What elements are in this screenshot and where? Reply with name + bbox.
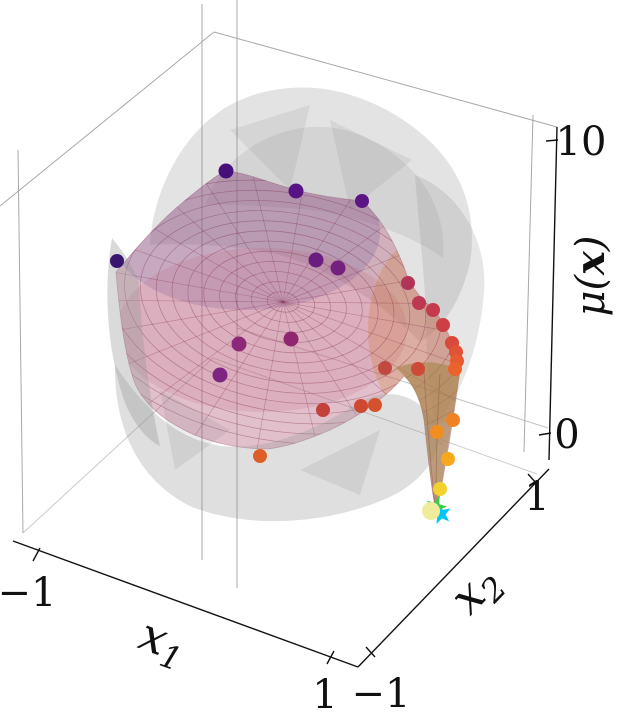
observation-point (446, 413, 460, 427)
mesh-spoke (282, 261, 460, 303)
observation-point (448, 362, 462, 376)
x2-ticklabel-neg1: −1 (352, 671, 411, 714)
bottom-pane-back-right (212, 357, 538, 475)
x1-axis-line (12, 540, 359, 668)
bottom-pane-back-left (22, 357, 214, 534)
observation-point (218, 163, 234, 179)
observation-point (426, 303, 440, 317)
observation-point (316, 403, 330, 417)
gray-facet-2 (330, 120, 412, 210)
z-axis-line (548, 126, 558, 461)
x2-axis-line (357, 468, 550, 668)
mesh-spoke (116, 299, 284, 303)
uncertainty-isosurface-back (150, 87, 485, 424)
mesh-ring (266, 291, 300, 313)
z-ticklabel-10: 10 (556, 119, 607, 165)
x1-axis-label: x1 (130, 607, 194, 679)
funnel-wire-1 (435, 373, 441, 509)
axes-lines (12, 126, 559, 668)
observation-point (433, 482, 447, 496)
mesh-spoke (116, 184, 284, 303)
observation-point (355, 194, 369, 208)
pane-gridlines-back (0, 0, 558, 588)
surface-mesh (116, 171, 460, 466)
observation-point (430, 425, 444, 439)
tint-orange-right (368, 235, 460, 425)
grid-vertical-left (17, 149, 24, 534)
gray-lobe-top (150, 87, 472, 342)
observation-point (354, 399, 368, 413)
observation-point (378, 361, 392, 375)
x2-tick-pos1 (527, 473, 538, 485)
mesh-spoke (190, 301, 284, 443)
mesh-ring (219, 261, 347, 343)
z-tick-10 (545, 139, 559, 142)
gray-facet-1 (230, 105, 310, 190)
x1-ticklabel-neg1: −1 (0, 570, 56, 616)
mesh-spoke (179, 171, 284, 303)
gray-lobe-right (415, 175, 485, 424)
mesh-ring (171, 230, 395, 374)
mesh-spoke (243, 171, 284, 303)
mesh-ring (250, 281, 316, 323)
x2-ticklabel-pos1: 1 (524, 474, 549, 520)
gray-lobe-top-facet (205, 126, 444, 259)
observation-point (283, 331, 299, 347)
tick-labels: −1 1 −1 1 0 10 (0, 119, 606, 714)
funnel-wire-2 (423, 371, 436, 506)
tint-pink-core (117, 248, 407, 412)
box-top-left-edge (0, 31, 215, 207)
mesh-ring (155, 220, 411, 384)
observation-point (231, 336, 247, 352)
x1-ticklabel-pos1: 1 (312, 672, 337, 714)
observation-point (411, 362, 425, 376)
mesh-spoke (116, 301, 284, 343)
mesh-spoke (131, 301, 284, 417)
observation-point (436, 318, 450, 332)
x1-tick-neg1 (32, 547, 41, 562)
observation-point (253, 449, 267, 463)
observation-point (110, 254, 124, 268)
observation-point (368, 398, 382, 412)
mesh-ring (235, 271, 331, 333)
x2-tick-neg1 (365, 646, 376, 658)
observation-point (441, 452, 455, 466)
mesh-ring (139, 210, 427, 394)
mesh-spoke (116, 217, 284, 303)
z-axis-label: μ(x) (567, 235, 614, 316)
x2-axis-label: x2 (439, 553, 514, 628)
mesh-spoke (282, 171, 312, 303)
mesh-spoke (282, 301, 460, 305)
mesh-spoke (254, 301, 284, 460)
minimum-funnel (396, 362, 460, 511)
observation-point (308, 252, 324, 268)
gray-wisp-left (107, 238, 160, 446)
mesh-spoke (282, 301, 460, 387)
observation-point (288, 183, 304, 199)
x1-tick-pos1 (326, 650, 335, 665)
box-top-right-edge (213, 31, 558, 128)
grid-vertical-right (523, 114, 534, 453)
mesh-ring (187, 240, 379, 364)
observation-point (412, 296, 426, 310)
mesh-spoke (282, 301, 460, 348)
funnel-fill (396, 362, 460, 511)
mesh-spoke (116, 256, 284, 303)
gray-facet-4 (300, 430, 380, 495)
best-point-star-marker (430, 503, 451, 524)
mesh-ring (203, 250, 363, 354)
observation-point (330, 260, 346, 276)
observation-point (212, 367, 228, 383)
posterior-mean-surface (115, 170, 461, 514)
z-ticklabel-0: 0 (554, 412, 579, 458)
observation-point (401, 276, 415, 290)
observation-point (422, 502, 440, 520)
mesh-ring (116, 171, 460, 445)
z-tick-0 (538, 432, 552, 436)
gray-facet-3 (160, 390, 230, 470)
observation-points (110, 163, 464, 520)
